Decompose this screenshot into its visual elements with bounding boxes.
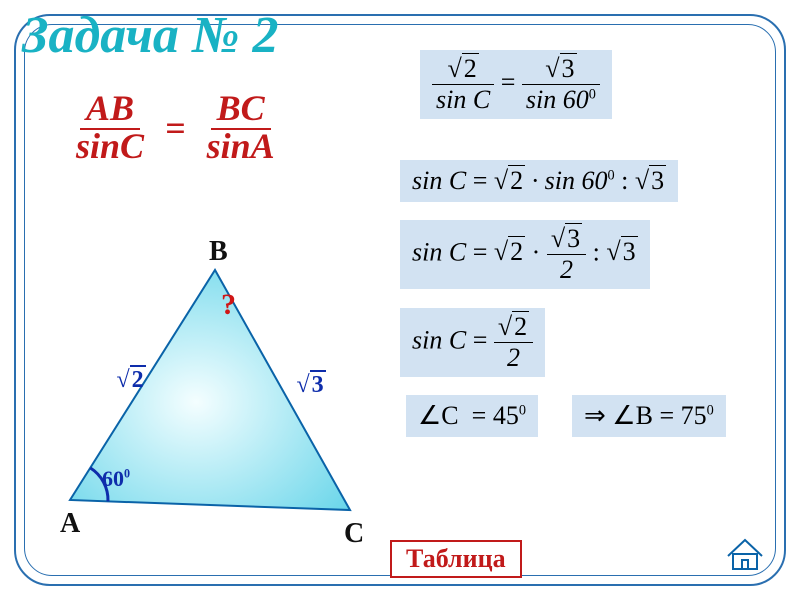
eq4-fnum: 2 [512,311,529,341]
eq6-val: 75 [681,401,707,430]
eq4-fden: 2 [494,343,533,371]
eq2-sup: 0 [607,167,614,183]
law-lhs-num: AB [80,88,140,130]
eq6-prefix: ∠B [612,401,653,430]
eq4-prefix: sin C [412,325,466,354]
side-bc-label: 3 [297,372,326,399]
triangle-figure: A B C 2 3 600 ? [60,250,390,550]
eq3-fden: 2 [547,255,586,283]
eq6-arrow: ⇒ [584,401,606,430]
eq2-mid: · sin 60 [532,166,608,195]
eq3-colon: : [593,237,600,266]
eq1-lnum: 2 [462,53,479,83]
side-ab-label: 2 [117,367,146,394]
eq6-sup: 0 [707,402,714,418]
eq1-rden: sin 60 [526,85,589,114]
law-rhs-num: BC [211,88,271,130]
problem-title: Задача № 2 [22,6,278,65]
table-button[interactable]: Таблица [390,540,522,578]
law-lhs-den: sinC [70,126,150,166]
equation-step-4: sin C = 2 2 [400,308,545,377]
eq3-fnum: 3 [565,223,582,253]
eq1-rden-sup: 0 [589,86,596,102]
eq5-eq: = [472,401,487,430]
eq3-rad2: 3 [621,236,638,266]
eq2-rad2: 3 [649,165,666,195]
law-rhs-den: sinA [201,126,281,166]
vertex-c-label: C [344,518,364,550]
equation-angle-b: ⇒ ∠B = 750 [572,395,726,437]
eq1-rnum: 3 [560,53,577,83]
eq6-eq: = [659,401,674,430]
vertex-a-label: A [60,508,80,540]
equation-angle-c: ∠C = 450 [406,395,538,437]
eq2-rad1: 2 [508,165,525,195]
eq3-rad1: 2 [508,236,525,266]
law-eq: = [165,107,186,149]
eq3-dot: · [532,237,541,266]
eq3-prefix: sin C [412,237,466,266]
angle-a-label: 600 [102,466,130,492]
angle-b-question: ? [221,288,236,322]
equation-step-3: sin C = 2 · 3 2 : 3 [400,220,650,289]
vertex-b-label: B [209,236,228,268]
law-of-sines: AB sinC = BC sinA [70,90,281,166]
home-icon[interactable] [724,536,766,572]
eq5-sup: 0 [519,402,526,418]
eq2-prefix: sin C [412,166,466,195]
eq5-val: 45 [493,401,519,430]
equation-step-1: 2 sin C = 3 sin 600 [420,50,612,119]
eq5-prefix: ∠C [418,401,459,430]
eq1-lden: sin C [432,85,494,113]
equation-step-2: sin C = 2 · sin 600 : 3 [400,160,678,202]
eq2-colon: : [621,166,628,195]
